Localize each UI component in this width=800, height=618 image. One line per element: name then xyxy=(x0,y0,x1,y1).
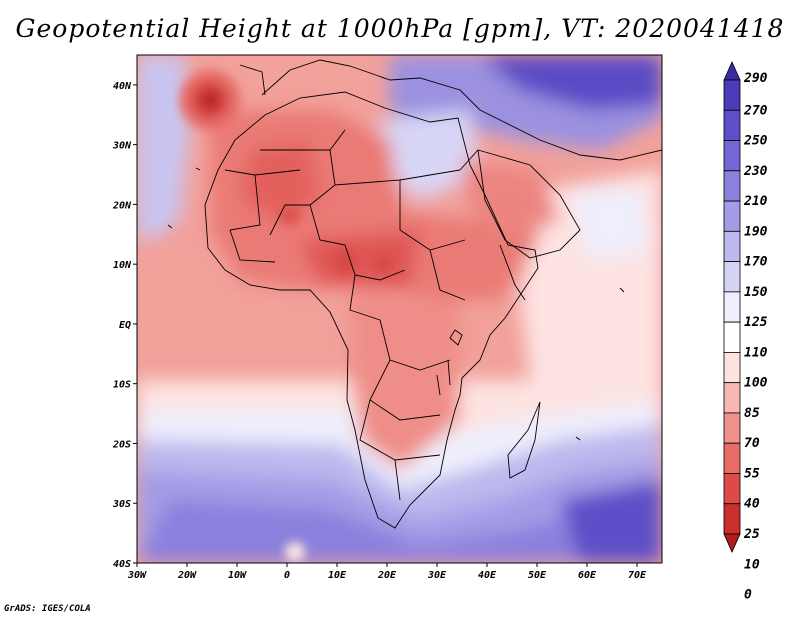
y-tick-label: 20N xyxy=(112,200,132,211)
colorbar-box xyxy=(723,473,741,505)
colorbar-box xyxy=(723,442,741,474)
colorbar-box xyxy=(723,412,741,444)
colorbar-label: 150 xyxy=(744,285,768,300)
x-tick-label: 40E xyxy=(478,570,497,581)
colorbar-box xyxy=(723,291,741,323)
x-tick-label: 30E xyxy=(427,570,447,581)
y-tick-label: 30S xyxy=(112,499,131,510)
colorbar-box xyxy=(723,321,741,353)
colorbar: 2902702502302101901701501251101008570554… xyxy=(723,61,768,603)
colorbar-box xyxy=(723,351,741,384)
colorbar-label: 70 xyxy=(744,436,760,451)
colorbar-label: 0 xyxy=(744,588,752,603)
y-tick-label: 30N xyxy=(112,141,132,152)
colorbar-box xyxy=(723,261,741,293)
y-tick-label: 40N xyxy=(113,81,132,92)
colorbar-box xyxy=(723,79,741,111)
colorbar-box xyxy=(723,140,741,172)
x-axis: 30W 20W 10W 0 10E 20E 30E 40E 50E 60E 70E xyxy=(127,563,647,581)
x-tick-label: 30W xyxy=(127,570,147,581)
colorbar-box xyxy=(723,109,741,141)
colorbar-label: 25 xyxy=(743,527,760,542)
colorbar-label: 125 xyxy=(744,315,768,330)
y-tick-label: 20S xyxy=(112,439,131,450)
colorbar-label: 10 xyxy=(744,557,760,572)
x-tick-label: 10E xyxy=(328,570,347,581)
colorbar-label: 250 xyxy=(743,134,768,149)
geopotential-field xyxy=(137,55,662,563)
x-tick-label: 20E xyxy=(377,570,397,581)
map-title: Geopotential Height at 1000hPa [gpm], VT… xyxy=(15,14,785,43)
grads-credit: GrADS: IGES/COLA xyxy=(4,604,91,614)
x-tick-label: 20W xyxy=(177,570,197,581)
y-tick-label: 40S xyxy=(113,559,131,570)
colorbar-label: 85 xyxy=(744,406,760,421)
x-tick-label: 70E xyxy=(628,570,647,581)
y-axis: 40N 30N 20N 10N EQ 10S 20S 30S 40S xyxy=(112,81,137,570)
colorbar-label: 290 xyxy=(743,71,768,86)
x-tick-label: 0 xyxy=(284,570,290,581)
plot-frame xyxy=(136,54,663,564)
y-tick-label: 10S xyxy=(113,380,131,391)
colorbar-box xyxy=(723,230,741,262)
colorbar-top-triangle xyxy=(723,61,741,81)
colorbar-label: 270 xyxy=(743,103,768,118)
colorbar-label: 40 xyxy=(744,497,760,512)
colorbar-box xyxy=(723,503,741,535)
y-tick-label: 10N xyxy=(113,260,132,271)
colorbar-label: 170 xyxy=(744,255,768,270)
y-tick-label: EQ xyxy=(119,320,131,331)
x-tick-label: 60E xyxy=(578,570,597,581)
colorbar-bottom-triangle xyxy=(723,533,741,553)
colorbar-box xyxy=(723,382,741,414)
x-tick-label: 10W xyxy=(228,570,247,581)
colorbar-label: 55 xyxy=(744,466,760,481)
colorbar-label: 190 xyxy=(744,224,768,239)
colorbar-box xyxy=(723,170,741,202)
colorbar-label: 210 xyxy=(743,194,768,209)
coastlines xyxy=(167,59,662,529)
colorbar-box xyxy=(723,200,741,232)
x-tick-label: 50E xyxy=(528,570,547,581)
colorbar-label: 110 xyxy=(744,345,768,360)
colorbar-label: 100 xyxy=(744,376,768,391)
colorbar-label: 230 xyxy=(743,164,768,179)
